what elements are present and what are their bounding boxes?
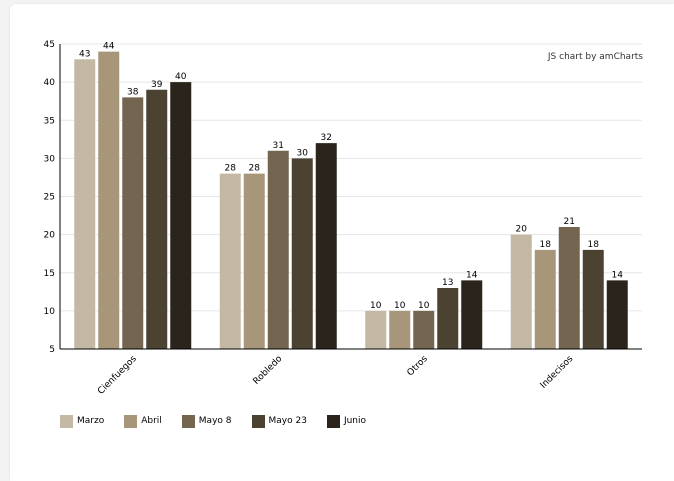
bar[interactable] [267, 150, 289, 349]
bar-value-label: 39 [151, 80, 163, 90]
legend-label: Junio [343, 416, 367, 426]
bar-value-label: 20 [516, 225, 528, 235]
bar-value-label: 30 [297, 148, 309, 158]
bar[interactable] [146, 89, 168, 349]
bar-value-label: 14 [612, 270, 624, 280]
legend-swatch [181, 414, 195, 428]
legend-item[interactable]: Mayo 23 [251, 414, 307, 428]
y-tick-label: 35 [44, 116, 55, 126]
bar[interactable] [315, 143, 337, 349]
bar[interactable] [461, 280, 483, 349]
bar[interactable] [98, 51, 120, 349]
bar-value-label: 10 [394, 301, 406, 311]
bar[interactable] [534, 249, 556, 349]
y-tick-label: 5 [49, 345, 55, 355]
bar[interactable] [74, 59, 96, 349]
bar[interactable] [389, 310, 411, 349]
y-tick-label: 30 [44, 154, 56, 164]
bar-value-label: 18 [540, 240, 552, 250]
legend-item[interactable]: Junio [326, 414, 367, 428]
bar[interactable] [606, 280, 628, 349]
y-tick-label: 25 [44, 193, 55, 203]
bar-value-label: 14 [466, 270, 478, 280]
category-label: Robledo [252, 354, 285, 387]
bar[interactable] [558, 227, 580, 349]
bar-value-label: 38 [127, 87, 139, 97]
chart-legend: Marzo Abril Mayo 8 Mayo 23 Junio [60, 414, 386, 428]
bar-value-label: 21 [564, 217, 575, 227]
y-tick-label: 10 [44, 307, 56, 317]
bar[interactable] [582, 249, 604, 349]
y-tick-label: 40 [44, 78, 56, 88]
bar-value-label: 40 [175, 72, 187, 82]
legend-item[interactable]: Mayo 8 [181, 414, 232, 428]
legend-swatch [251, 414, 265, 428]
bar[interactable] [291, 158, 313, 349]
legend-label: Mayo 23 [268, 416, 307, 426]
bar[interactable] [170, 82, 192, 349]
bar[interactable] [243, 173, 265, 349]
bar[interactable] [365, 310, 387, 349]
bar[interactable] [413, 310, 435, 349]
legend-label: Mayo 8 [198, 416, 232, 426]
legend-swatch [60, 414, 73, 428]
bar-value-label: 18 [588, 240, 600, 250]
bar-value-label: 28 [249, 164, 261, 174]
bar-value-label: 28 [225, 164, 237, 174]
category-label: Otros [406, 354, 430, 378]
legend-swatch [124, 414, 138, 428]
y-tick-label: 45 [44, 40, 55, 50]
y-tick-label: 20 [44, 231, 56, 241]
legend-item[interactable]: Marzo [60, 414, 105, 428]
bar[interactable] [437, 288, 459, 349]
legend-label: Marzo [77, 416, 105, 426]
category-label: Cienfuegos [96, 354, 139, 397]
bar-value-label: 10 [418, 301, 430, 311]
legend-swatch [326, 414, 340, 428]
bar[interactable] [122, 97, 144, 349]
bar-value-label: 44 [103, 42, 115, 52]
bar[interactable] [510, 234, 532, 349]
chart-credit[interactable]: JS chart by amCharts [547, 52, 643, 62]
bar-value-label: 13 [442, 278, 453, 288]
legend-label: Abril [141, 416, 162, 426]
bars: 43 44 38 39 40 28 28 31 30 32 10 10 10 13 14 20 18 21 18 14 [74, 42, 628, 349]
bar[interactable] [219, 173, 241, 349]
bar-value-label: 32 [321, 133, 332, 143]
bar-value-label: 31 [273, 141, 284, 151]
legend-item[interactable]: Abril [124, 414, 162, 428]
y-tick-label: 15 [44, 269, 55, 279]
bar-value-label: 43 [79, 49, 90, 59]
bar-value-label: 10 [370, 301, 382, 311]
category-label: Indecisos [539, 354, 576, 391]
